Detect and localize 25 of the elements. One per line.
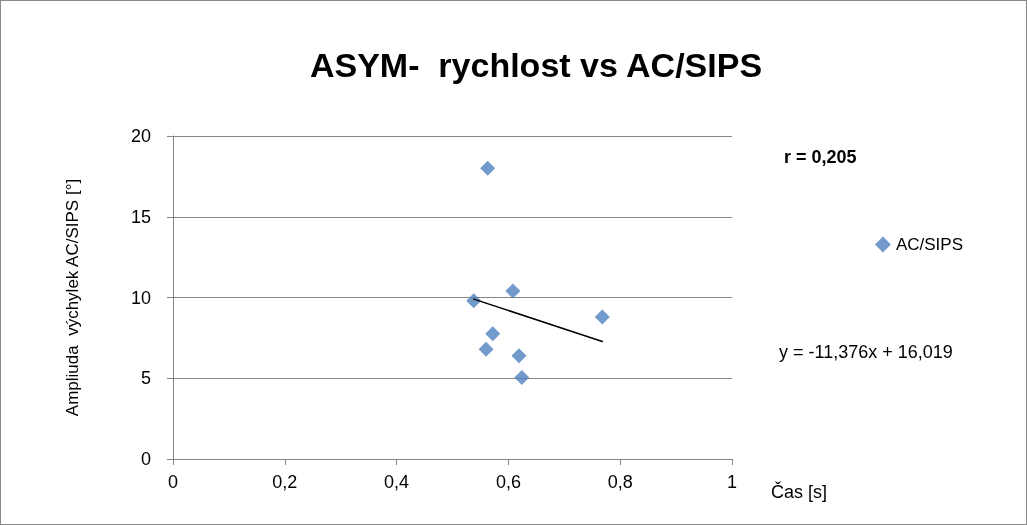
x-tick-label: 1: [726, 472, 738, 492]
x-tick-label: 0,4: [384, 472, 410, 492]
y-tick-label: 15: [130, 206, 151, 227]
point: [478, 341, 494, 357]
point: [514, 369, 530, 385]
text: y = -11,376x + 16,019: [779, 342, 953, 362]
legend-label: AC/SIPS: [895, 235, 964, 254]
point: [466, 293, 482, 309]
point: [485, 326, 501, 342]
x-tick-label: 0,8: [607, 472, 633, 492]
x-tick-label: 0: [167, 472, 179, 492]
y-tick-label: 0: [140, 449, 151, 469]
x-axis-title: Čas [s]: [771, 481, 828, 502]
y-axis-title: Ampliuda výchylek AC/SIPS [°]: [63, 178, 82, 417]
point: [480, 160, 496, 176]
text: r = 0,205: [784, 147, 857, 167]
point: [511, 348, 527, 364]
point: [505, 283, 521, 299]
point: [594, 309, 610, 325]
chart-title: ASYM- rychlost vs AC/SIPS: [309, 46, 763, 84]
y-tick-label: 10: [130, 287, 151, 308]
y-tick-label: 5: [140, 368, 151, 389]
y-tick-label: 20: [130, 126, 151, 146]
x-tick-label: 0,6: [495, 472, 521, 492]
x-tick-label: 0,2: [272, 472, 298, 492]
